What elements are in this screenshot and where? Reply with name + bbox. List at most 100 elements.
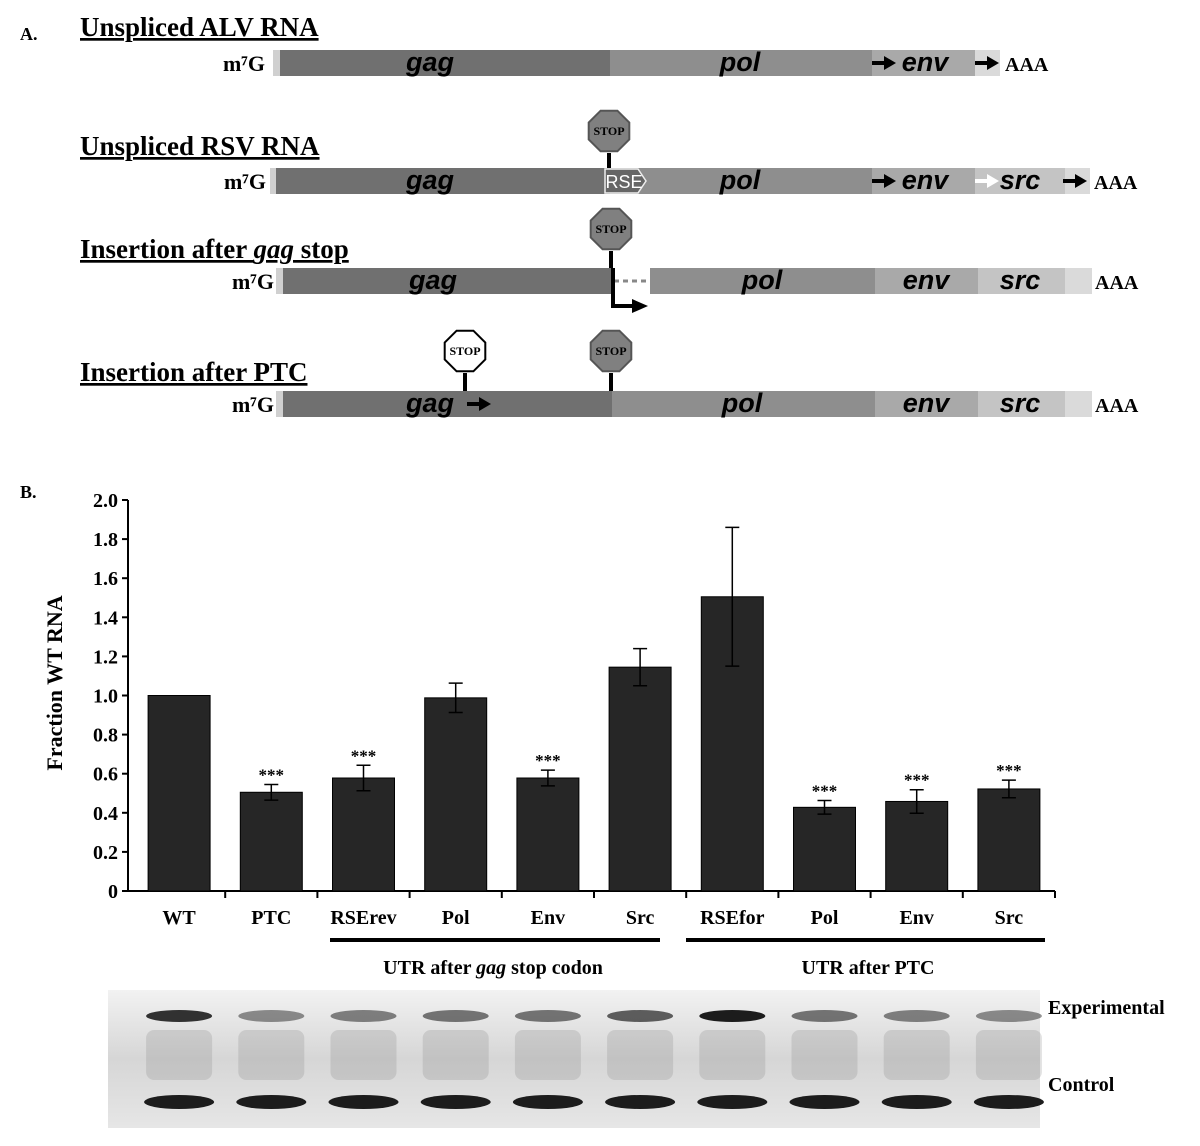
x-tick-label: WT bbox=[162, 907, 196, 929]
segment-label: env bbox=[903, 265, 952, 295]
bar bbox=[608, 666, 672, 892]
gel-band bbox=[420, 1095, 491, 1109]
segment-label: pol bbox=[741, 265, 783, 295]
gel-band bbox=[144, 1095, 215, 1109]
rna-segment bbox=[270, 168, 276, 194]
segment-label: env bbox=[902, 47, 951, 77]
segment-label: gag bbox=[405, 388, 455, 418]
y-tick-label: 1.8 bbox=[93, 529, 118, 551]
gel-band bbox=[789, 1095, 860, 1109]
title-part: stop bbox=[294, 234, 349, 264]
error-bar bbox=[264, 783, 279, 801]
cap: m⁷G bbox=[224, 169, 266, 194]
bar bbox=[977, 788, 1041, 892]
gel-band bbox=[328, 1095, 399, 1109]
stop-label: STOP bbox=[593, 124, 624, 138]
title-part: Unspliced ALV RNA bbox=[80, 12, 319, 42]
stop-sign bbox=[589, 207, 633, 251]
arrow-head bbox=[632, 299, 648, 313]
y-tick-label: 0.6 bbox=[93, 764, 118, 786]
significance: *** bbox=[996, 761, 1022, 780]
cap: m⁷G bbox=[223, 51, 265, 76]
panel-label: B. bbox=[20, 482, 37, 502]
gel-smear bbox=[330, 1030, 397, 1080]
gel-band bbox=[791, 1010, 858, 1022]
bar bbox=[793, 806, 856, 892]
group-label: UTR after gag stop codon bbox=[383, 957, 603, 979]
group-label-part: stop codon bbox=[506, 957, 603, 979]
x-tick-label: Src bbox=[995, 907, 1024, 929]
segment-label: env bbox=[903, 388, 952, 418]
rse-box bbox=[604, 168, 647, 194]
construct-title: Unspliced ALV RNA bbox=[80, 12, 319, 42]
tail: AAA bbox=[1005, 54, 1049, 76]
arrow-head bbox=[987, 174, 999, 188]
bar bbox=[239, 791, 303, 892]
segment-label: gag bbox=[408, 265, 458, 295]
rna-segment bbox=[610, 168, 872, 194]
rna-segment bbox=[276, 391, 283, 417]
segment-label: pol bbox=[721, 388, 763, 418]
construct-title: Unspliced RSV RNA bbox=[80, 131, 320, 161]
error-bar bbox=[817, 799, 832, 815]
x-tick-label: Src bbox=[626, 907, 655, 929]
x-tick-label: RSEfor bbox=[700, 907, 765, 929]
gel-band bbox=[236, 1095, 307, 1109]
group-label-part: UTR after bbox=[383, 957, 476, 979]
y-tick-label: 1.2 bbox=[93, 646, 118, 668]
gel-band bbox=[605, 1095, 676, 1109]
group-label: UTR after PTC bbox=[802, 957, 935, 979]
title-part: Insertion after PTC bbox=[80, 357, 307, 387]
gel-band bbox=[146, 1010, 213, 1022]
arrow-head bbox=[479, 397, 491, 411]
bar bbox=[516, 777, 580, 892]
construct-title: Insertion after PTC bbox=[80, 357, 307, 387]
construct-title: Insertion after gag stop bbox=[80, 234, 349, 264]
rna-segment bbox=[978, 268, 1065, 294]
rse-label: RSE bbox=[605, 172, 642, 192]
y-tick-label: 1.6 bbox=[93, 568, 118, 590]
segment-label: src bbox=[1000, 165, 1041, 195]
arrow-head bbox=[884, 174, 896, 188]
bar bbox=[885, 800, 949, 892]
rna-segment bbox=[276, 268, 283, 294]
rna-segment bbox=[650, 268, 875, 294]
gel-band bbox=[973, 1095, 1044, 1109]
y-tick-label: 1.4 bbox=[93, 607, 118, 629]
rna-segment bbox=[280, 50, 610, 76]
segment-label: env bbox=[902, 165, 951, 195]
arrow-head bbox=[1075, 174, 1087, 188]
gel-band bbox=[422, 1010, 489, 1022]
arrow-head bbox=[987, 56, 999, 70]
gel-smear bbox=[514, 1030, 581, 1080]
segment-label: gag bbox=[405, 165, 455, 195]
gel-smear bbox=[422, 1030, 489, 1080]
error-bar bbox=[356, 764, 371, 792]
error-bar bbox=[540, 769, 555, 787]
gel-band bbox=[699, 1010, 766, 1022]
x-tick-label: Pol bbox=[811, 907, 839, 929]
rna-segment bbox=[875, 268, 978, 294]
rna-segment bbox=[610, 50, 872, 76]
bar bbox=[147, 695, 211, 892]
rna-segment bbox=[276, 168, 610, 194]
gel-smear bbox=[146, 1030, 213, 1080]
rna-segment bbox=[283, 268, 612, 294]
error-bar bbox=[725, 526, 740, 667]
x-tick-label: Env bbox=[531, 907, 565, 929]
bar bbox=[424, 697, 488, 892]
gel-band bbox=[881, 1095, 952, 1109]
rna-segment bbox=[1065, 268, 1092, 294]
gel-band bbox=[607, 1010, 674, 1022]
segment-label: pol bbox=[719, 47, 761, 77]
rna-segment bbox=[612, 391, 875, 417]
bar bbox=[332, 777, 395, 892]
stop-label: STOP bbox=[595, 344, 626, 358]
gel-band bbox=[883, 1010, 950, 1022]
y-tick-label: 0.2 bbox=[93, 842, 118, 864]
gel-smear bbox=[975, 1030, 1042, 1080]
rna-segment bbox=[273, 50, 280, 76]
tail: AAA bbox=[1095, 272, 1139, 294]
gel-band bbox=[697, 1095, 768, 1109]
